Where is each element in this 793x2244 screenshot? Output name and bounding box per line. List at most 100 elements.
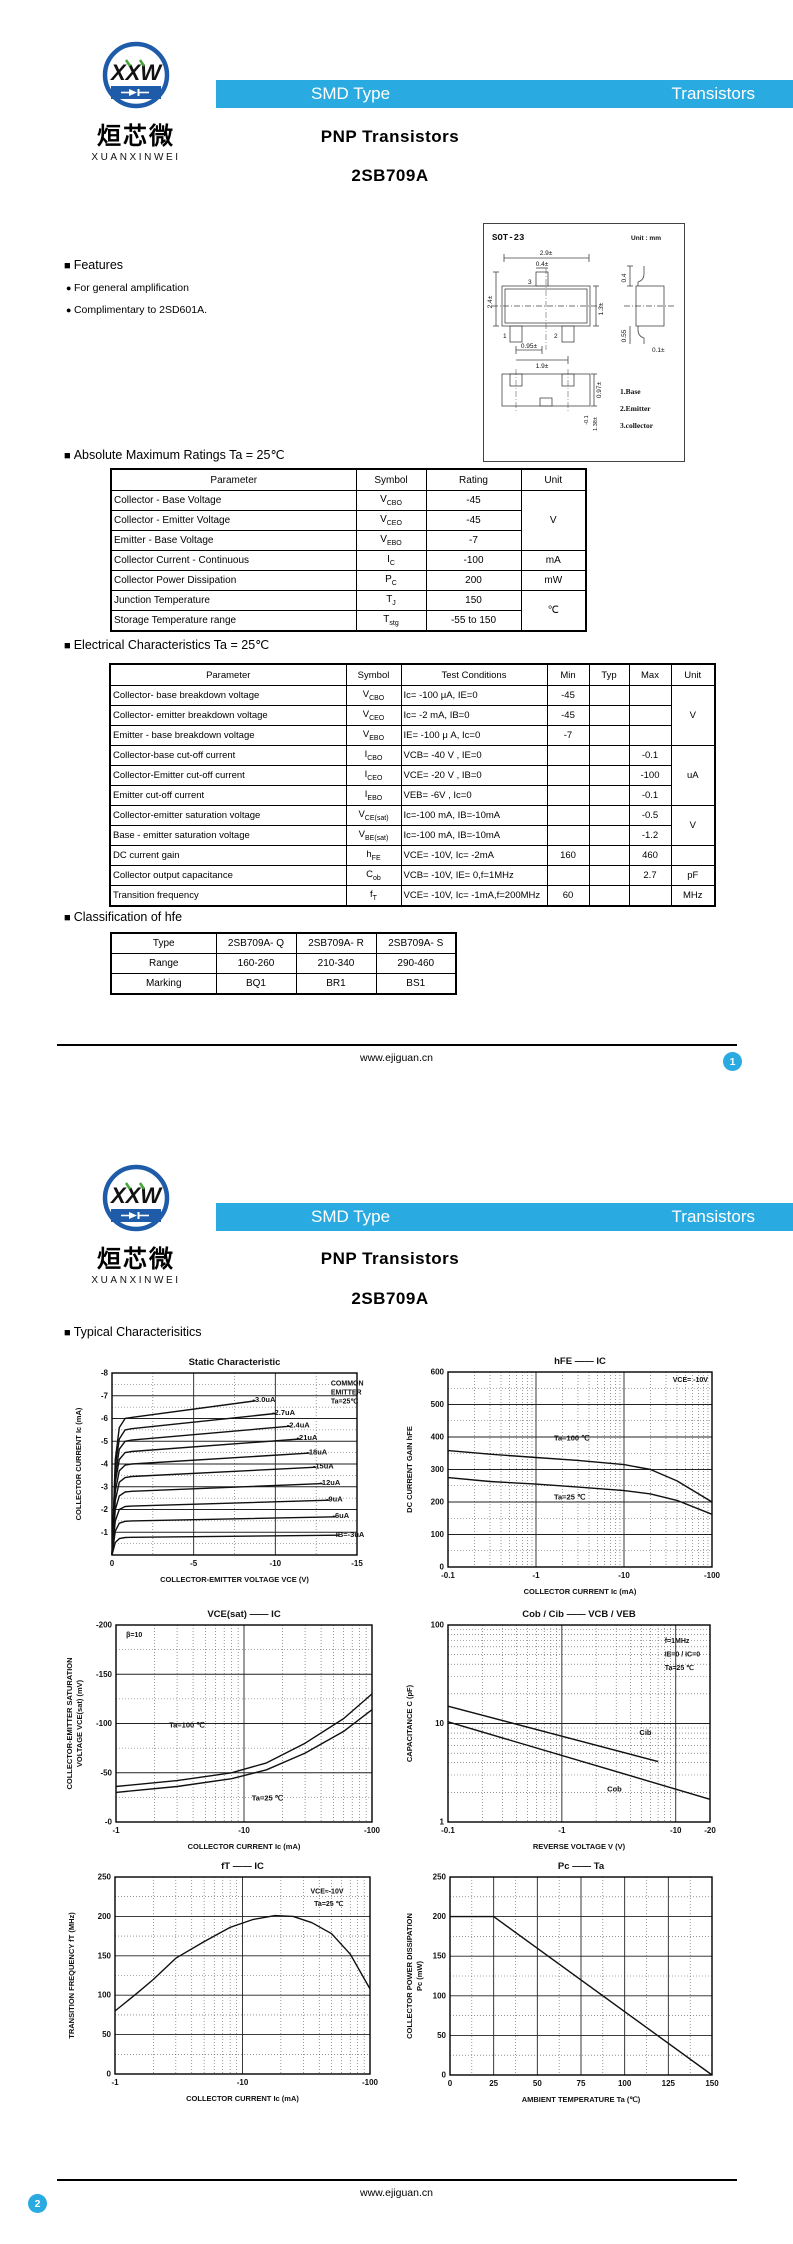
amr-heading: Absolute Maximum Ratings Ta = 25℃ [64,447,285,462]
table-row: Collector - Base Voltage VCBO -45 V [110,490,587,551]
svg-text:-15: -15 [351,1559,363,1568]
svg-text:200: 200 [431,1498,445,1507]
svg-text:VCE= -10V: VCE= -10V [673,1377,709,1384]
dim-lead-height: 0.55 [621,329,628,342]
table-cell [546,865,590,886]
svg-text:COLLECTOR-EMITTER VOLTAGE VC: COLLECTOR-EMITTER VOLTAGE VCE (V) [160,1575,309,1584]
table-cell: Collector Power Dissipation [110,570,357,591]
table-cell: -0.1 [628,785,672,806]
table-row: Emitter - base breakdown voltage VEBO IE= … [109,725,715,746]
table-cell: Collector-Emitter cut-off current [109,765,347,786]
svg-text:-21uA: -21uA [297,1433,318,1442]
part-number: 2SB709A [351,1289,429,1308]
table-cell [546,825,590,846]
svg-text:-150: -150 [96,1670,113,1679]
dim-body-height: 2.4± [487,295,494,308]
table-cell: -7 [425,530,522,551]
table-row: Collector- emitter breakdown voltage VCEO… [109,705,715,726]
brand-logo: XXW 烜芯微 XUANXINWEI [80,1163,192,1286]
table-row: Collector- base breakdown voltage VCBO Ic=… [109,685,716,746]
table-cell: -45 [546,705,590,726]
table-cell: MHz [670,885,716,907]
svg-text:-1: -1 [558,1826,566,1835]
package-drawing: SOT-23 Unit : mm 2.9± 0.4± 3 1 2 2.4± 1.… [487,233,676,431]
pin1-label: 1 [503,333,507,340]
svg-text:Ta=25 ℃: Ta=25 ℃ [554,1493,586,1502]
svg-text:β=10: β=10 [126,1632,142,1639]
svg-text:-0.1: -0.1 [441,1826,455,1835]
table-header-cell: Typ [588,663,630,686]
svg-text:-2.7uA: -2.7uA [272,1408,296,1417]
table-cell: 2SB709A- R [295,932,377,954]
svg-text:VCE(sat) —— IC: VCE(sat) —— IC [207,1609,281,1620]
table-cell: 460 [628,845,672,866]
dim-pitch: 0.95± [521,343,538,350]
chart-static-characteristic: 0 -5 -10 -15 -1 -2 -3 -4 -5 -6 -7 -8 -3.0uA -2.7uA -2.… [74,1357,365,1584]
legend-emitter: 2.Emitter [620,404,651,413]
svg-text:AMBIENT TEMPERATURE Ta (℃): AMBIENT TEMPERATURE Ta (℃) [522,2095,641,2104]
svg-text:-9uA: -9uA [326,1495,343,1504]
logo-letters: XXW [109,1183,163,1208]
svg-text:TRANSITION FREQUENCY fT (M: TRANSITION FREQUENCY fT (MHz) [67,1912,76,2039]
table-cell: uA [670,745,716,806]
svg-text:-4: -4 [101,1460,109,1469]
table-cell [628,885,672,907]
table-cell: mW [520,570,587,591]
dim-span: 1.9± [536,363,549,370]
package-name: SOT-23 [492,233,524,243]
svg-text:100: 100 [433,1991,447,2000]
svg-text:25: 25 [489,2079,498,2088]
table-cell: VCE= -10V, Ic= -1mA,f=200MHz [400,885,548,907]
table-row: Collector Power Dissipation PC 200 mW [110,570,587,591]
table-cell: -100 [425,550,522,571]
svg-text:VCE≈-10V: VCE≈-10V [310,1889,343,1896]
table-header-cell: Parameter [110,468,357,491]
table-cell [588,785,630,806]
table-cell: Collector output capacitance [109,865,347,886]
svg-text:100: 100 [98,1991,112,2000]
page-title: PNP Transistors [320,127,460,146]
table-row: Range 160-260 210-340 290-460 [110,953,457,974]
svg-text:150: 150 [98,1951,112,1960]
svg-text:-5: -5 [190,1559,198,1568]
table-cell: ICBO [345,745,402,766]
table-row: Collector-emitter saturation voltage VCE(… [109,805,716,846]
table-cell [588,885,630,907]
svg-text:COLLECTOR CURRENT Ic (mA): COLLECTOR CURRENT Ic (mA) [524,1587,637,1596]
svg-text:-1: -1 [532,1571,540,1580]
table-cell: mA [520,550,587,571]
svg-text:VOLTAGE VCE(sat) (mV): VOLTAGE VCE(sat) (mV) [75,1679,84,1767]
svg-text:0: 0 [442,2071,447,2080]
chart-capacitance-vs-voltage: -0.1 -1 -10 -20 1 10 100 Cib Cob f=1MHz IE=0 / IC=… [405,1609,716,1851]
svg-text:fT —— IC: fT —— IC [221,1861,264,1872]
table-cell: Collector Current - Continuous [110,550,357,571]
svg-text:250: 250 [98,1873,112,1882]
svg-text:Cob: Cob [607,1784,622,1793]
svg-text:250: 250 [433,1873,447,1882]
table-cell: Type [110,932,217,954]
dim-inner-height: 1.3± [598,302,605,315]
svg-text:-5: -5 [101,1437,109,1446]
table-cell [588,825,630,846]
table-cell: -1.2 [628,825,672,846]
svg-text:COLLECTOR-EMITTER SATURATION: COLLECTOR-EMITTER SATURATION [65,1657,74,1789]
svg-text:100: 100 [431,1621,445,1630]
svg-text:150: 150 [433,1952,447,1961]
header-bar-left: SMD Type [311,84,391,103]
svg-text:-100: -100 [364,1826,381,1835]
dim-lead-top: 0.4 [621,273,628,282]
table-cell [546,785,590,806]
svg-text:-0.1: -0.1 [441,1571,455,1580]
table-cell: -0.5 [628,805,672,826]
table-cell: IE= -100 μ A, Ic=0 [400,725,548,746]
table-cell [588,745,630,766]
table-cell: Emitter cut-off current [109,785,347,806]
table-cell: VCEO [355,510,427,531]
table-cell: V [520,490,587,551]
table-header-cell: Max [628,663,672,686]
table-header-cell: Rating [425,468,522,491]
table-cell: Ic= -100 μA, IE=0 [400,685,548,706]
svg-text:-0: -0 [105,1818,113,1827]
brand-logo: XXW 烜芯微 XUANXINWEI [80,40,192,163]
